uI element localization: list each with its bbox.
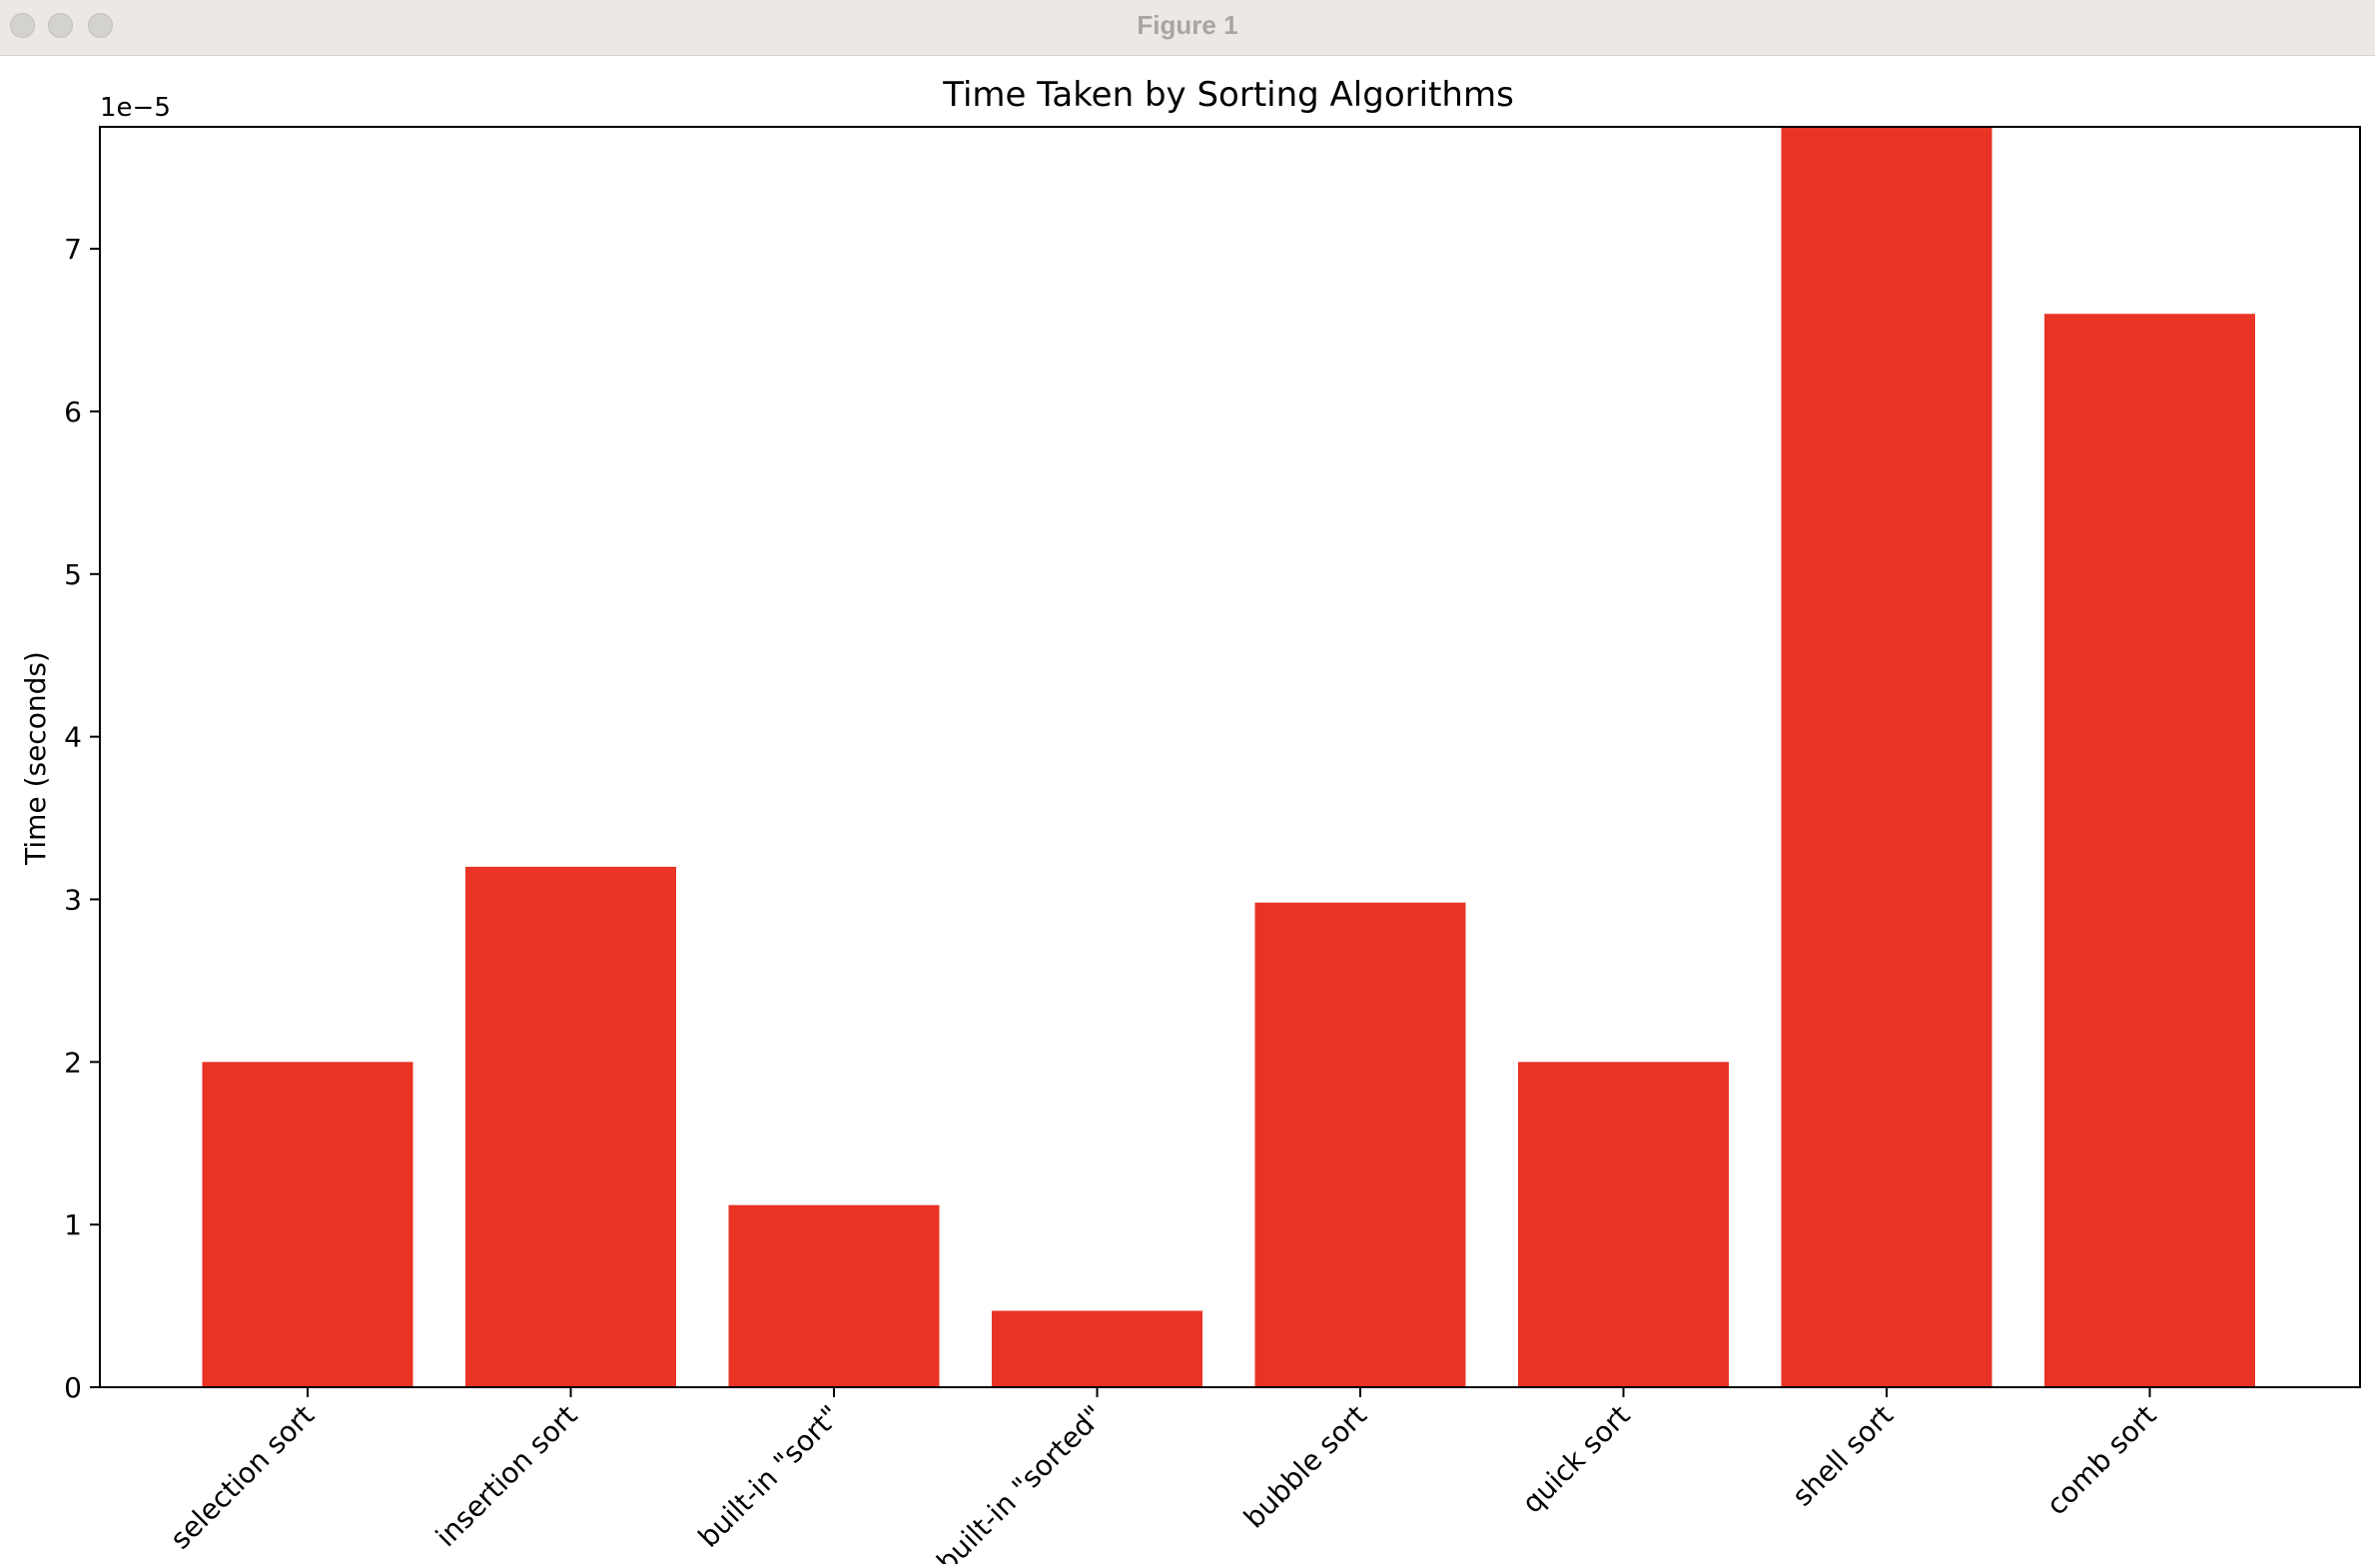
x-tick-label: selection sort — [164, 1399, 321, 1556]
bar-7 — [2044, 314, 2255, 1387]
y-tick-label: 3 — [64, 883, 82, 916]
x-tick-label: quick sort — [1516, 1399, 1637, 1520]
chart-title: Time Taken by Sorting Algorithms — [942, 75, 1514, 115]
y-offset-label: 1e−5 — [100, 93, 171, 123]
bar-6 — [1781, 127, 1992, 1387]
x-tick-label: shell sort — [1786, 1399, 1900, 1513]
bar-0 — [202, 1062, 413, 1387]
bar-1 — [465, 866, 676, 1387]
y-tick-label: 7 — [64, 233, 82, 266]
y-tick-label: 1 — [64, 1208, 82, 1241]
zoom-window-button[interactable] — [88, 13, 113, 38]
bar-3 — [992, 1310, 1202, 1387]
bar-2 — [728, 1204, 940, 1387]
y-tick-label: 5 — [64, 558, 82, 591]
window-title: Figure 1 — [1137, 10, 1238, 40]
y-tick-label: 4 — [64, 721, 82, 754]
chart-area: Time Taken by Sorting Algorithms 1e−5 Ti… — [0, 56, 2375, 1568]
x-tick-label: insertion sort — [429, 1399, 584, 1554]
minimize-window-button[interactable] — [48, 13, 73, 38]
plot-frame — [99, 126, 2361, 1388]
bar-4 — [1254, 902, 1466, 1387]
x-tick-label: comb sort — [2040, 1399, 2163, 1522]
x-tick-label: built-in "sorted" — [930, 1399, 1110, 1564]
y-tick-label: 6 — [64, 395, 82, 428]
bar-chart: Time Taken by Sorting Algorithms 1e−5 Ti… — [19, 75, 2361, 1568]
y-tick-label: 0 — [64, 1371, 82, 1404]
y-tick-label: 2 — [64, 1046, 82, 1079]
x-axis-ticks: selection sort insertion sort built-in "so… — [164, 1387, 2163, 1568]
window-titlebar: Figure 1 — [0, 0, 2375, 56]
close-window-button[interactable] — [10, 13, 35, 38]
bar-5 — [1518, 1062, 1729, 1387]
x-tick-label: built-in "sort" — [692, 1399, 847, 1554]
x-tick-label: bubble sort — [1237, 1399, 1373, 1535]
y-axis-label: Time (seconds) — [19, 651, 52, 866]
y-axis-ticks: 0 1 2 3 4 5 6 7 — [64, 233, 100, 1404]
bars-group — [202, 127, 2255, 1387]
